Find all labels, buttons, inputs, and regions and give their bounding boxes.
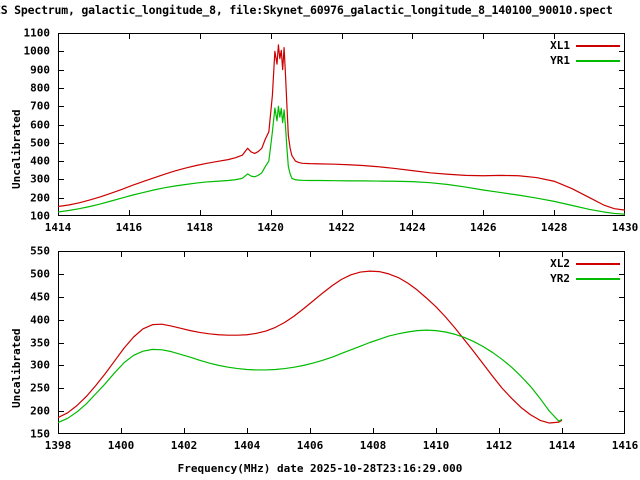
y-tick-label: 400 bbox=[30, 313, 50, 327]
series-line bbox=[58, 45, 625, 210]
y-tick-label: 1000 bbox=[23, 44, 51, 58]
x-tick-label: 1404 bbox=[233, 439, 261, 452]
top-plot-frame bbox=[58, 33, 625, 216]
legend-entry: YR2 bbox=[480, 271, 620, 286]
y-tick-label: 300 bbox=[30, 358, 50, 372]
y-tick-label: 100 bbox=[30, 209, 50, 223]
x-tick-label: 1426 bbox=[470, 221, 497, 234]
legend-label-yr2: YR2 bbox=[550, 272, 570, 285]
x-tick-label: 1414 bbox=[548, 439, 576, 452]
y-tick-label: 150 bbox=[30, 427, 50, 441]
y-tick-label: 550 bbox=[30, 244, 50, 258]
x-tick-label: 1412 bbox=[485, 439, 513, 452]
x-tick-label: 1400 bbox=[107, 439, 135, 452]
bottom-plot-frame bbox=[58, 251, 625, 434]
legend-swatch-yr2 bbox=[576, 277, 620, 280]
bottom-spectrum-panel: Uncalibrated 150 200 250 300 350 400 450 500 550… bbox=[0, 243, 640, 480]
x-axis-label: Frequency(MHz) date 2025-10-28T23:16:29.… bbox=[177, 462, 463, 475]
x-tick-label: 1418 bbox=[186, 221, 214, 234]
y-tick-label: 200 bbox=[30, 404, 50, 418]
y-tick-label: 450 bbox=[30, 290, 50, 304]
x-tick-label: 1398 bbox=[44, 439, 72, 452]
legend-label-xl1: XL1 bbox=[550, 39, 570, 52]
legend-label-yr1: YR1 bbox=[550, 54, 570, 67]
y-tick-label: 350 bbox=[30, 336, 50, 349]
series-line bbox=[58, 106, 625, 214]
legend-swatch-yr1 bbox=[576, 59, 620, 62]
y-tick-label: 200 bbox=[30, 191, 50, 205]
y-tick-label: 700 bbox=[30, 99, 50, 113]
x-tick-label: 1408 bbox=[359, 439, 387, 452]
y-tick-label: 250 bbox=[30, 381, 50, 395]
x-tick-label: 1420 bbox=[257, 221, 284, 234]
x-tick-label: 1410 bbox=[422, 439, 450, 452]
legend-entry: YR1 bbox=[480, 53, 620, 68]
series-line bbox=[58, 271, 562, 423]
top-legend: XL1 YR1 bbox=[480, 38, 620, 68]
y-tick-label: 900 bbox=[30, 63, 50, 77]
top-plot-canvas bbox=[58, 33, 625, 216]
legend-label-xl2: XL2 bbox=[550, 257, 570, 270]
top-spectrum-panel: Uncalibrated 100 200 300 400 500 600 700 800 900… bbox=[0, 24, 640, 240]
y-tick-label: 500 bbox=[30, 136, 50, 150]
x-tick-label: 1414 bbox=[44, 221, 72, 234]
legend-entry: XL2 bbox=[480, 256, 620, 271]
plot-title: ES Spectrum, galactic_longitude_8, file:… bbox=[0, 3, 613, 17]
y-tick-label: 600 bbox=[30, 118, 50, 131]
y-tick-label: 800 bbox=[30, 81, 50, 95]
legend-swatch-xl1 bbox=[576, 44, 620, 47]
legend-entry: XL1 bbox=[480, 38, 620, 53]
x-tick-label: 1428 bbox=[540, 221, 568, 234]
y-tick-label: 500 bbox=[30, 267, 50, 281]
x-tick-label: 1416 bbox=[115, 221, 143, 234]
x-tick-label: 1406 bbox=[296, 439, 324, 452]
y-tick-label: 400 bbox=[30, 154, 50, 168]
x-tick-label: 1416 bbox=[611, 439, 639, 452]
series-line bbox=[58, 330, 562, 422]
x-tick-label: 1402 bbox=[170, 439, 198, 452]
bottom-legend: XL2 YR2 bbox=[480, 256, 620, 286]
legend-swatch-xl2 bbox=[576, 262, 620, 265]
y-tick-label: 1100 bbox=[23, 26, 51, 40]
x-tick-label: 1424 bbox=[399, 221, 426, 234]
x-tick-label: 1430 bbox=[611, 221, 639, 234]
bottom-plot-canvas bbox=[58, 251, 625, 434]
x-tick-label: 1422 bbox=[328, 221, 355, 234]
y-tick-label: 300 bbox=[30, 172, 50, 186]
